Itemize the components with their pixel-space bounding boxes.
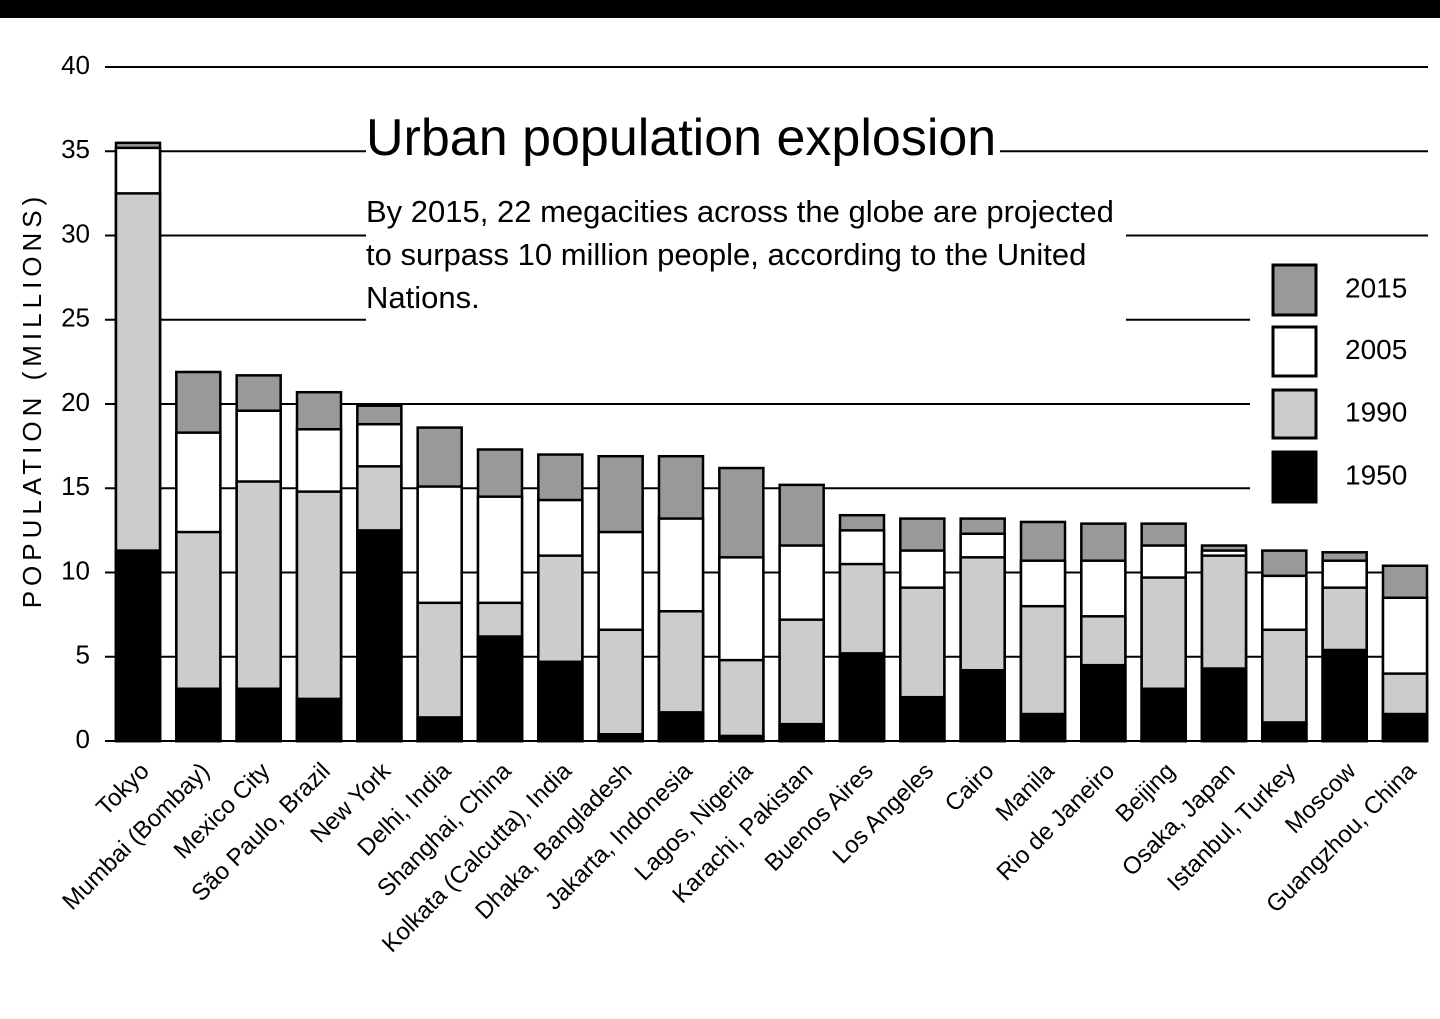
bar-segment (114, 549, 162, 743)
bar-segment (1200, 667, 1248, 743)
bar-segment (295, 697, 343, 743)
legend-swatch (1271, 263, 1318, 317)
legend-swatch (1271, 450, 1318, 504)
bar-segment (778, 618, 825, 743)
legend-label: 2005 (1345, 334, 1407, 365)
bar-segment (1381, 712, 1429, 743)
y-tick-label: 30 (61, 218, 90, 248)
bar-segment (838, 652, 886, 743)
bar-segment (718, 658, 765, 743)
legend-label: 1990 (1345, 396, 1407, 427)
chart-subtitle: By 2015, 22 megacities across the globe … (366, 190, 1126, 329)
bar-segment (597, 733, 644, 743)
legend-label: 2015 (1345, 272, 1407, 303)
bar-segment (899, 695, 946, 743)
bar-segment (1321, 648, 1368, 743)
top-band (0, 0, 1440, 18)
legend-label: 1950 (1345, 459, 1407, 490)
bar-segment (476, 635, 524, 743)
bar-segment (1019, 712, 1067, 743)
bar-segment (597, 628, 644, 743)
chart-title: Urban population explosion (366, 108, 1001, 168)
y-tick-label: 35 (61, 134, 90, 164)
bar-segment (175, 687, 222, 743)
bar-segment (356, 529, 403, 743)
bar-segment (778, 722, 825, 743)
bar-segment (718, 734, 765, 743)
bar-segment (1140, 687, 1187, 743)
y-tick-label: 20 (61, 387, 90, 417)
y-tick-label: 10 (61, 555, 90, 585)
bar-segment (1261, 721, 1308, 743)
y-tick-label: 0 (76, 724, 90, 754)
legend-swatch (1271, 325, 1318, 378)
legend-swatch (1271, 388, 1318, 440)
y-tick-label: 15 (61, 471, 90, 501)
bar-segment (416, 716, 463, 743)
y-tick-label: 25 (61, 303, 90, 333)
bar-segment (959, 668, 1006, 743)
bar-segment (1080, 663, 1127, 743)
bar-segment (235, 687, 282, 743)
bar-segment (657, 711, 705, 743)
y-tick-label: 5 (76, 640, 90, 670)
y-tick-label: 40 (61, 50, 90, 80)
y-axis-label: POPULATION (MILLIONS) (17, 192, 47, 609)
bar-segment (537, 660, 584, 743)
